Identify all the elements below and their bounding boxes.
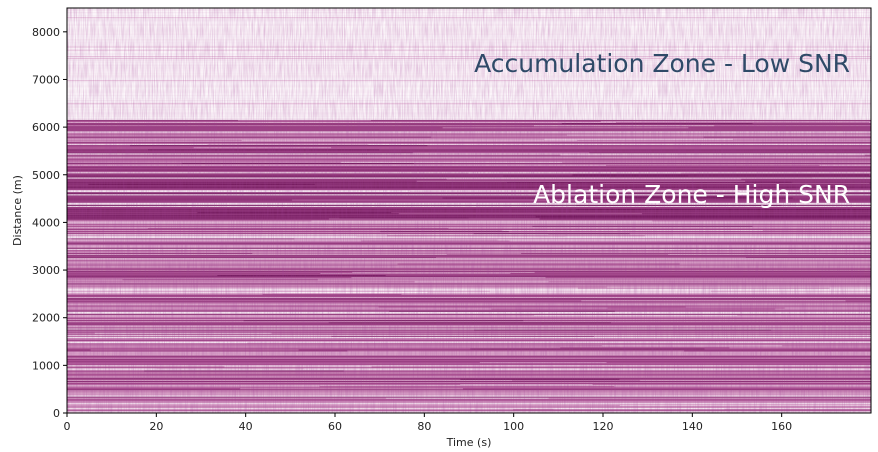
y-tick-label: 4000 bbox=[32, 216, 60, 229]
y-tick-label: 7000 bbox=[32, 73, 60, 86]
y-tick-label: 0 bbox=[53, 407, 60, 420]
y-tick-label: 5000 bbox=[32, 169, 60, 182]
x-axis-label: Time (s) bbox=[446, 436, 492, 449]
x-tick-label: 120 bbox=[593, 420, 614, 433]
heatmap-noise-texture bbox=[67, 8, 871, 413]
plot-frame bbox=[66, 7, 872, 414]
y-tick-label: 1000 bbox=[32, 359, 60, 372]
y-axis-label: Distance (m) bbox=[11, 175, 24, 246]
y-tick-label: 3000 bbox=[32, 264, 60, 277]
x-tick-label: 160 bbox=[771, 420, 792, 433]
x-tick-label: 40 bbox=[239, 420, 253, 433]
y-tick-label: 6000 bbox=[32, 121, 60, 134]
y-tick-label: 2000 bbox=[32, 312, 60, 325]
y-axis: 0 1000 2000 3000 4000 5000 6000 7000 8000 bbox=[32, 26, 67, 420]
x-tick-label: 0 bbox=[64, 420, 71, 433]
x-tick-label: 140 bbox=[682, 420, 703, 433]
x-axis: 0 20 40 60 80 100 120 140 160 bbox=[64, 413, 792, 433]
heatmap-plot-area bbox=[67, 8, 871, 413]
x-tick-label: 20 bbox=[149, 420, 163, 433]
x-tick-label: 80 bbox=[417, 420, 431, 433]
annotation-ablation-zone: Ablation Zone - High SNR bbox=[533, 180, 850, 209]
y-tick-label: 8000 bbox=[32, 26, 60, 39]
x-tick-label: 60 bbox=[328, 420, 342, 433]
annotation-accumulation-zone: Accumulation Zone - Low SNR bbox=[474, 49, 850, 78]
x-tick-label: 100 bbox=[503, 420, 524, 433]
